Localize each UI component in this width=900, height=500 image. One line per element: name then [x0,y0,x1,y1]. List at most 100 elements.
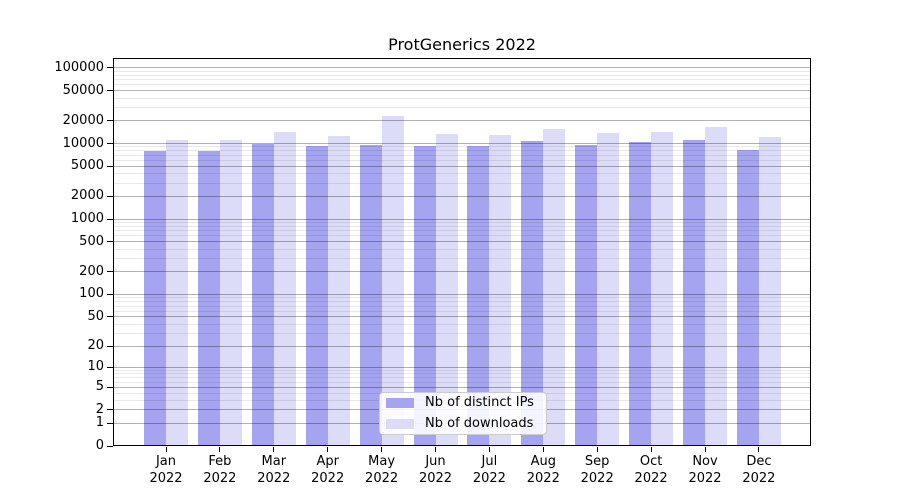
y-tick-label: 2000 [70,188,104,204]
x-tick-label: Oct 2022 [621,454,681,487]
major-gridline [113,90,811,92]
bar-downloads-mar [273,132,296,446]
x-tick [165,447,167,452]
bar-distinct-ips-mar [251,143,274,446]
legend: Nb of distinct IPs Nb of downloads [379,392,547,435]
y-tick-label: 1000 [70,211,104,227]
y-tick [107,345,113,347]
bar-downloads-nov [705,126,727,446]
minor-gridline [113,70,811,72]
minor-gridline [113,225,811,227]
bar-distinct-ips-sep [575,144,598,446]
bar-distinct-ips-may [359,144,382,446]
y-tick [107,409,113,411]
bar-distinct-ips-jan [144,151,166,446]
grid-layer [113,58,811,446]
bar-distinct-ips-feb [197,151,220,446]
minor-gridline [113,377,811,379]
x-tick-label: Jun 2022 [406,454,466,487]
bar-downloads-dec [758,136,781,446]
bar-downloads-oct [651,132,674,446]
x-tick-label-year: 2022 [634,470,668,486]
minor-gridline [113,235,811,237]
minor-gridline [113,305,811,307]
x-tick-label: May 2022 [352,454,412,487]
y-tick-label: 100 [79,286,104,302]
major-gridline [113,293,811,295]
y-tick-label: 20000 [62,112,104,128]
x-tick-label: Dec 2022 [729,454,789,487]
minor-gridline [113,381,811,383]
minor-gridline [113,173,811,175]
chart-title: ProtGenerics 2022 [388,35,536,54]
minor-gridline [113,222,811,223]
y-tick-label: 1 [95,415,104,431]
minor-gridline [113,369,811,371]
y-tick [107,120,113,122]
y-tick-label: 5 [95,379,104,395]
legend-label-distinct-ips: Nb of distinct IPs [425,395,534,410]
major-gridline [113,316,811,318]
x-tick-label-month: May [368,454,396,469]
x-tick-label-month: Sep [584,454,610,469]
y-tick-label: 5000 [70,158,104,174]
x-tick-label: Jul 2022 [459,454,519,487]
major-gridline [113,386,811,388]
minor-gridline [113,258,811,259]
x-tick [435,447,436,452]
minor-gridline [113,301,811,303]
major-gridline [113,218,811,220]
minor-gridline [113,106,811,108]
bar-downloads-feb [219,139,242,446]
major-gridline [113,165,811,167]
bar-distinct-ips-jun [413,146,436,446]
x-tick-label: Nov 2022 [675,454,735,487]
x-tick-label: Feb 2022 [190,454,250,487]
minor-gridline [113,79,811,81]
x-tick-label-month: Apr [316,454,339,469]
x-tick-label-month: Nov [692,454,718,469]
x-tick-label: Sep 2022 [567,454,627,487]
minor-gridline [113,159,811,161]
x-tick-label: Mar 2022 [244,454,304,487]
x-tick-label-month: Jul [481,454,498,469]
x-tick-label-month: Jan [155,454,177,469]
y-tick [107,218,113,220]
x-tick-label: Apr 2022 [298,454,358,487]
major-gridline [113,345,811,347]
y-tick [107,386,113,388]
minor-gridline [113,297,811,299]
legend-swatch-distinct-ips [386,397,414,409]
y-tick-label: 2 [95,401,104,417]
x-tick [327,447,329,452]
y-tick [107,445,113,447]
minor-gridline [113,373,811,375]
y-tick-label: 10 [87,359,104,375]
y-tick [107,422,113,424]
x-tick-label-year: 2022 [688,470,722,486]
y-tick [107,195,113,197]
x-tick-label-year: 2022 [418,470,453,486]
x-tick-label: Aug 2022 [513,454,573,487]
x-tick-label-month: Aug [530,454,556,469]
x-tick-label-month: Dec [746,454,772,469]
bar-distinct-ips-jul [467,146,490,446]
x-tick-label-year: 2022 [742,470,776,486]
x-tick-label-year: 2022 [526,470,560,486]
y-tick-label: 0 [95,438,104,453]
major-gridline [113,143,811,144]
x-tick-label-year: 2022 [311,470,345,486]
x-tick [273,447,275,452]
y-tick [107,90,113,92]
minor-gridline [113,97,811,99]
plot-area [113,58,811,446]
bar-downloads-sep [597,133,620,446]
bar-downloads-jul [489,134,512,446]
x-tick-label-year: 2022 [203,470,237,486]
bar-distinct-ips-oct [629,142,652,446]
x-tick [758,447,760,452]
legend-label-downloads: Nb of downloads [425,416,534,431]
x-tick [381,447,383,452]
bar-distinct-ips-dec [736,150,759,446]
